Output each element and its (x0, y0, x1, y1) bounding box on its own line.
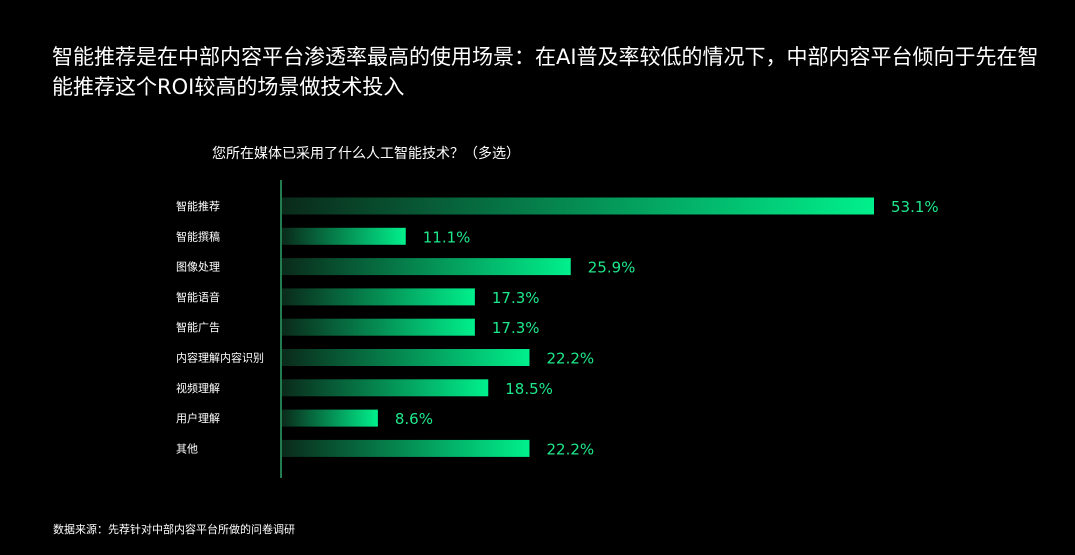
value-label: 8.6% (395, 410, 433, 428)
bar (282, 197, 874, 215)
value-label: 53.1% (891, 198, 939, 216)
bar (282, 409, 378, 427)
category-label: 智能语音 (176, 290, 220, 304)
category-label: 内容理解内容识别 (176, 351, 264, 365)
bar (282, 379, 489, 397)
category-label: 图像处理 (176, 261, 220, 274)
value-label: 17.3% (492, 319, 540, 337)
chart-title: 您所在媒体已采用了什么人工智能技术？（多选） (212, 146, 520, 162)
value-label: 25.9% (588, 259, 636, 277)
category-label: 用户理解 (176, 411, 220, 425)
bar (282, 439, 530, 457)
category-label: 智能撰稿 (176, 229, 220, 243)
bar (282, 288, 475, 306)
category-label: 其他 (176, 442, 198, 455)
value-label: 18.5% (505, 380, 553, 398)
bars-group: 智能推荐 53.1% 智能撰稿 11.1% 图像处理 25.9% 智能语音 17.3% 智能广告… (176, 197, 939, 458)
category-label: 视频理解 (176, 381, 220, 395)
value-label: 22.2% (547, 350, 595, 368)
value-label: 22.2% (547, 440, 595, 458)
page-headline: 智能推荐是在中部内容平台渗透率最高的使用场景：在AI普及率较低的情况下，中部内容… (52, 45, 1039, 99)
value-label: 17.3% (492, 289, 540, 307)
data-source-note: 数据来源：先荐针对中部内容平台所做的问卷调研 (53, 523, 295, 536)
bar (282, 258, 571, 276)
value-label: 11.1% (423, 228, 471, 246)
bar (282, 318, 475, 336)
bar (282, 349, 530, 366)
category-label: 智能广告 (176, 320, 220, 334)
category-label: 智能推荐 (176, 199, 220, 213)
bar (282, 227, 406, 245)
